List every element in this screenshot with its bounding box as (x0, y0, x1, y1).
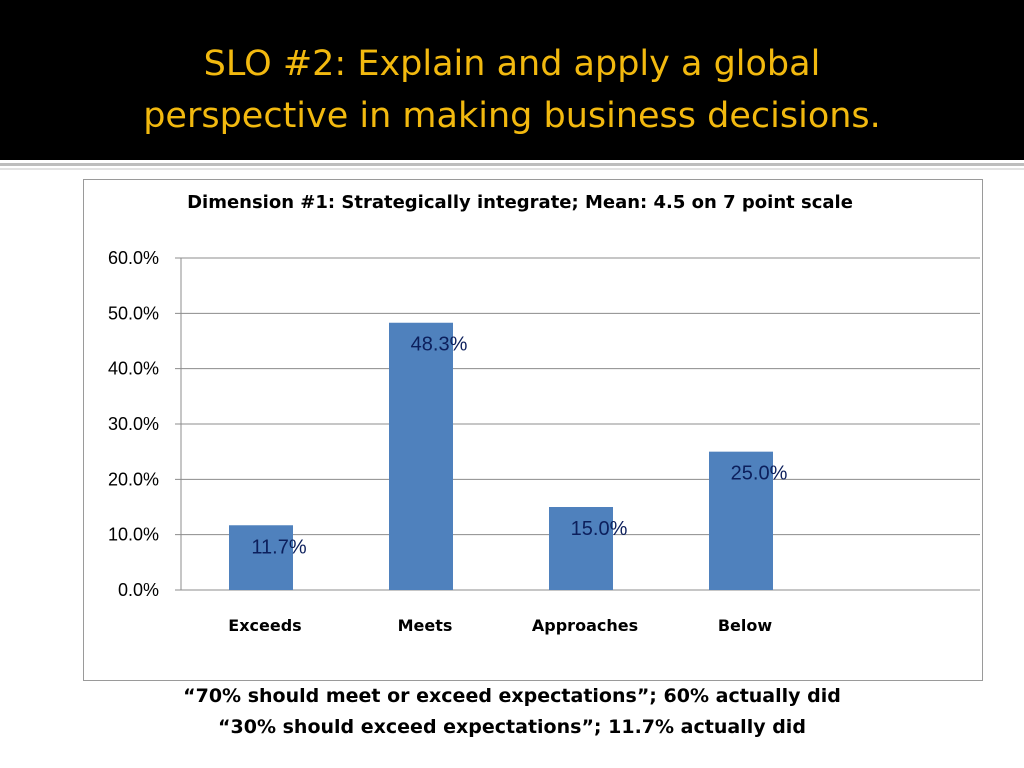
bars (229, 322, 773, 590)
bar-exceeds (229, 525, 293, 590)
y-tick-label: 30.0% (108, 414, 159, 434)
x-tick-label-meets: Meets (398, 616, 453, 635)
caption: “70% should meet or exceed expectations”… (0, 681, 1024, 743)
bar-below (709, 451, 773, 590)
data-label-meets: 48.3% (411, 334, 468, 356)
y-tick-label: 20.0% (108, 469, 159, 489)
title-band (0, 0, 1024, 160)
chart-title: Dimension #1: Strategically integrate; M… (187, 192, 853, 213)
slide-title-line-2: perspective in making business decisions… (143, 96, 881, 136)
data-label-approaches: 15.0% (571, 518, 628, 540)
data-label-exceeds: 11.7% (251, 536, 306, 558)
chart-frame (83, 179, 983, 681)
bar-meets (389, 322, 453, 590)
x-tick-label-exceeds: Exceeds (228, 616, 301, 635)
y-tick-label: 60.0% (108, 248, 159, 268)
divider-dark (0, 163, 1024, 166)
y-tick-label: 50.0% (108, 303, 159, 323)
y-tick-label: 10.0% (108, 525, 159, 545)
caption-line-2: “30% should exceed expectations”; 11.7% … (218, 716, 806, 738)
bar-approaches (549, 507, 613, 590)
x-tick-label-approaches: Approaches (532, 616, 638, 635)
data-labels: 11.7% 48.3% 15.0% 25.0% (251, 334, 787, 559)
y-tick-label: 40.0% (108, 359, 159, 379)
data-label-below: 25.0% (731, 463, 788, 485)
y-tick-label: 0.0% (118, 580, 159, 600)
caption-line-1: “70% should meet or exceed expectations”… (183, 685, 841, 707)
x-tick-label-below: Below (718, 616, 773, 635)
x-axis-labels: Exceeds Meets Approaches Below (228, 616, 772, 635)
y-axis: 0.0% 10.0% 20.0% 30.0% 40.0% 50.0% 60.0% (108, 248, 182, 600)
divider-light (0, 168, 1024, 170)
slide-title-line-1: SLO #2: Explain and apply a global (203, 44, 821, 84)
slide-title: SLO #2: Explain and apply a global persp… (0, 38, 1024, 142)
